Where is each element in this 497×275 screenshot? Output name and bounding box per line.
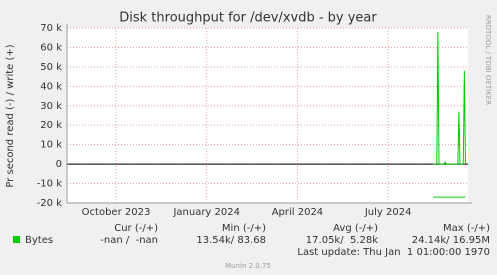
legend-swatch: [13, 236, 20, 243]
chart-title: Disk throughput for /dev/xvdb - by year: [119, 11, 377, 26]
legend-cell: -nan / -nan: [100, 235, 158, 246]
x-tick-label: January 2024: [172, 207, 240, 218]
y-tick-label: 10 k: [40, 140, 62, 151]
y-tick-label: 50 k: [40, 62, 62, 73]
legend-cell: 24.14k/ 16.95M: [412, 235, 490, 246]
y-tick-label: 30 k: [40, 101, 62, 112]
x-tick-label: July 2024: [364, 207, 412, 218]
y-tick-label: -10 k: [37, 179, 63, 190]
series-line: [433, 31, 466, 165]
x-tick-label: October 2023: [82, 207, 151, 218]
x-tick-label: April 2024: [272, 207, 323, 218]
y-axis-label: Pr second read (-) / write (+): [5, 44, 16, 187]
legend-header: Cur (-/+): [114, 223, 158, 234]
last-update: Last update: Thu Jan 1 01:00:00 1970: [297, 247, 490, 258]
legend-header: Avg (-/+): [333, 223, 378, 234]
y-tick-label: 60 k: [40, 42, 62, 53]
legend-cell: 17.05k/ 5.28k: [306, 235, 378, 246]
y-tick-label: -20 k: [37, 198, 63, 209]
legend-cell: 13.54k/ 83.68: [196, 235, 266, 246]
legend-header: Min (-/+): [222, 223, 266, 234]
legend-header: Max (-/+): [443, 223, 490, 234]
y-tick-label: 40 k: [40, 81, 62, 92]
plot-area: [67, 28, 468, 203]
legend-label: Bytes: [25, 235, 53, 246]
y-tick-label: 0: [56, 159, 62, 170]
side-label: RRDTOOL / TOBI OETIKER: [484, 15, 492, 105]
footer: Munin 2.0.75: [225, 262, 271, 270]
y-tick-label: 70 k: [40, 23, 62, 34]
y-tick-label: 20 k: [40, 120, 62, 131]
